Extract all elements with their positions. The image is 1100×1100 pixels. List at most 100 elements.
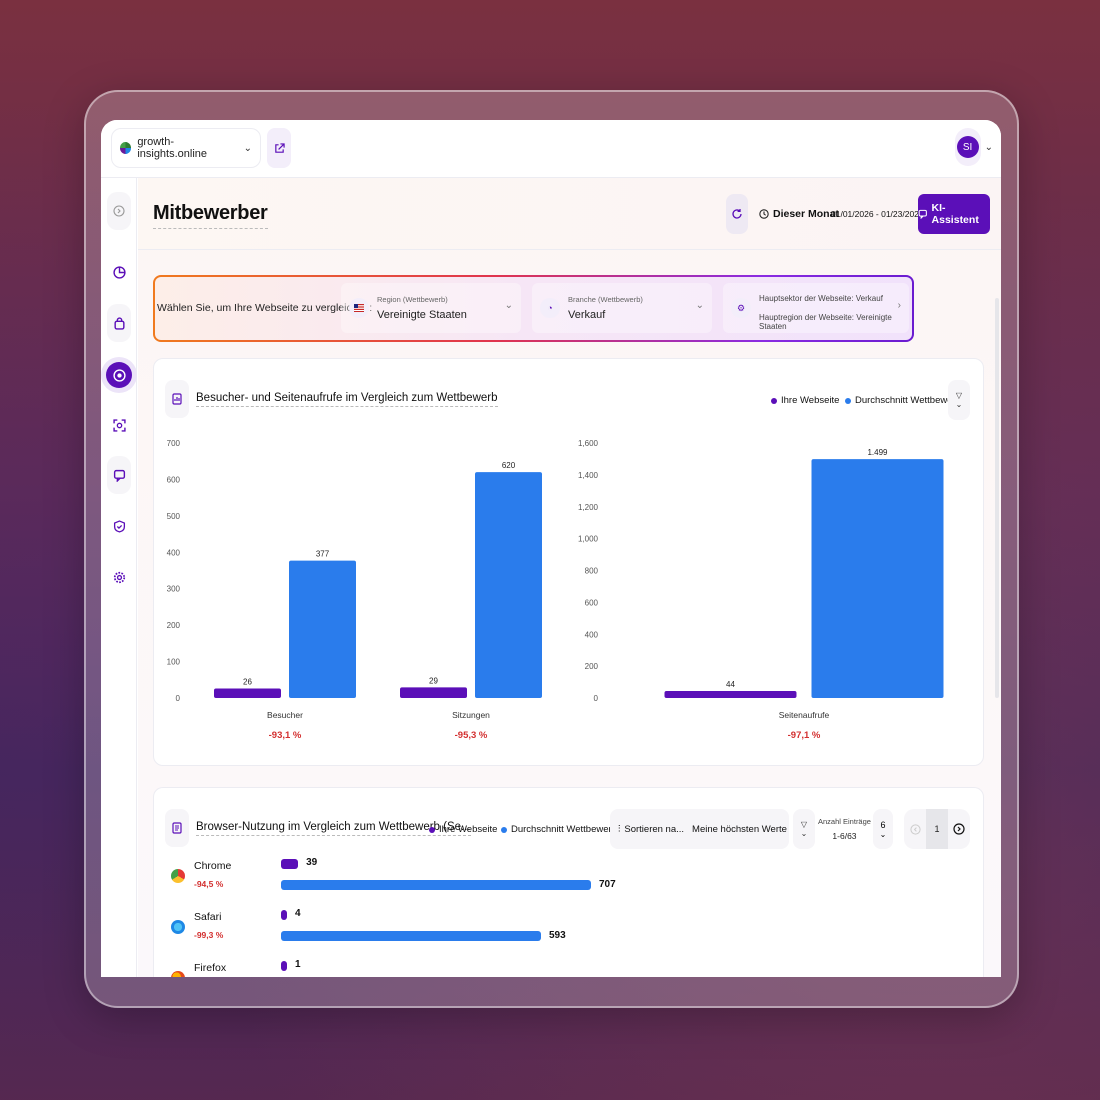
sidebar <box>101 178 137 977</box>
y-tick-label: 1,200 <box>578 503 599 512</box>
data-label-competitors: 1.499 <box>867 448 888 457</box>
difference-label: -97,1 % <box>788 730 821 741</box>
entries-per-page-select[interactable]: 6 ⌄ <box>873 809 893 849</box>
funnel-icon: ▽ <box>955 391 963 400</box>
y-tick-label: 400 <box>167 548 181 557</box>
y-tick-label: 1,000 <box>578 535 599 544</box>
bar-your-site <box>281 859 299 869</box>
bar-competitors <box>475 472 542 698</box>
y-tick-label: 500 <box>167 512 181 521</box>
sidebar-item-competitors[interactable] <box>106 362 132 388</box>
external-link-icon <box>274 142 285 153</box>
sidebar-item-overview[interactable] <box>107 253 131 291</box>
industry-dropdown[interactable]: ◔ Branche (Wettbewerb) Verkauf ⌄ <box>532 283 712 333</box>
refresh-icon <box>732 209 742 219</box>
legend-dot <box>501 826 507 833</box>
current-page[interactable]: 1 <box>926 809 948 849</box>
bar-value-competitors: 707 <box>599 879 616 890</box>
y-tick-label: 1,600 <box>578 439 599 448</box>
funnel-icon: ▽ <box>800 820 808 829</box>
legend-dot <box>429 826 435 833</box>
y-tick-label: 400 <box>585 630 599 639</box>
period-selector[interactable]: Dieser Monat <box>759 208 839 220</box>
sidebar-item-messages[interactable] <box>107 456 131 494</box>
chevron-down-icon: ⌄ <box>955 400 963 409</box>
bar-your-site <box>400 687 467 698</box>
avatar[interactable]: SI <box>954 128 981 166</box>
y-tick-label: 800 <box>585 567 599 576</box>
globe-icon <box>120 142 132 154</box>
y-tick-label: 200 <box>585 662 599 671</box>
browser-row-chrome: Chrome -94,5 % 39 707 <box>165 857 965 901</box>
bar-your-site <box>281 910 287 920</box>
user-menu[interactable]: SI ⌄ <box>954 128 993 166</box>
sidebar-collapse-button[interactable] <box>107 192 131 230</box>
bar-chart-pageviews: 0 200 400 600 800 1,000 1,200 1,400 1,600 44 1.499… <box>578 439 944 741</box>
page-title: Mitbewerber <box>153 202 268 229</box>
ai-assistant-label: KI-Assistent <box>931 202 979 226</box>
legend-your-site: Ihre Webseite <box>429 824 497 835</box>
legend-label: Ihre Webseite <box>781 395 840 406</box>
firefox-icon <box>171 971 185 977</box>
avatar-initials: SI <box>956 136 979 158</box>
x-category-label: Seitenaufrufe <box>779 710 830 720</box>
next-page-button[interactable] <box>948 809 970 849</box>
browser-row-firefox: Firefox 1 <box>165 959 965 977</box>
sort-dropdown[interactable]: ⫶ Sortieren na... Meine höchsten Werte z… <box>610 809 789 849</box>
shopping-bag-icon <box>113 316 125 330</box>
sidebar-item-scan[interactable] <box>107 406 131 444</box>
region-dropdown[interactable]: Region (Wettbewerb) Vereinigte Staaten ⌄ <box>341 283 521 333</box>
legend-label: Durchschnitt Wettbewerb <box>511 824 617 835</box>
refresh-button[interactable] <box>726 194 748 234</box>
chevron-down-icon: ⌄ <box>504 300 513 311</box>
browser-usage-card: Browser-Nutzung im Vergleich zum Wettbew… <box>153 787 984 977</box>
arrow-left-icon <box>909 823 921 835</box>
industry-sublabel: Branche (Wettbewerb) <box>568 295 643 304</box>
pie-chart-icon: ◔ <box>540 298 560 318</box>
region-sublabel: Region (Wettbewerb) <box>377 295 448 304</box>
card-title: Browser-Nutzung im Vergleich zum Wettbew… <box>196 821 471 836</box>
arrow-right-icon <box>953 823 965 835</box>
collapse-icon <box>113 205 125 217</box>
website-settings[interactable]: ⚙ Hauptsektor der Webseite: Verkauf Haup… <box>723 283 909 333</box>
pagination: 1 <box>904 809 970 849</box>
legend-label: Durchschnitt Wettbewerb <box>855 395 961 406</box>
chevron-down-icon: ⌄ <box>695 300 704 311</box>
bar-competitors <box>289 560 356 698</box>
bar-competitors <box>281 880 591 890</box>
x-category-label: Sitzungen <box>452 710 490 720</box>
data-label-your-site: 29 <box>429 676 438 685</box>
app-window: growth-insights.online ⌄ SI ⌄ <box>101 120 1001 977</box>
scan-icon <box>112 418 126 432</box>
legend-your-site: Ihre Webseite <box>771 395 839 406</box>
bar-competitors <box>281 931 541 941</box>
bar-value-your-site: 1 <box>295 959 301 970</box>
gear-icon <box>113 571 125 583</box>
site-name: growth-insights.online <box>137 136 208 160</box>
chat-icon <box>918 209 927 219</box>
entries-label: Anzahl Einträge <box>818 817 871 826</box>
sidebar-item-shop[interactable] <box>107 304 131 342</box>
bar-competitors <box>811 459 944 698</box>
external-link-button[interactable] <box>267 128 291 168</box>
scrollbar[interactable] <box>995 298 999 698</box>
sliders-icon: ⫶ <box>618 823 621 835</box>
clock-icon <box>759 209 769 219</box>
sidebar-item-settings[interactable] <box>107 558 131 596</box>
page-header: Mitbewerber Dieser Monat 01/01/2026 - 01… <box>138 178 1001 250</box>
chart-filter-button[interactable]: ▽ ⌄ <box>948 380 970 420</box>
prev-page-button[interactable] <box>904 809 926 849</box>
browser-name: Firefox <box>194 962 227 974</box>
industry-value: Verkauf <box>568 309 606 321</box>
pie-chart-icon <box>112 265 126 279</box>
sidebar-item-security[interactable] <box>107 507 131 545</box>
chart-filter-button[interactable]: ▽ ⌄ <box>793 809 815 849</box>
entries-count: 6 <box>880 819 886 830</box>
browser-name: Safari <box>194 911 222 923</box>
browser-name: Chrome <box>194 860 232 872</box>
site-selector[interactable]: growth-insights.online ⌄ <box>111 128 261 168</box>
sort-label: Sortieren na... <box>624 823 685 835</box>
entries-info: Anzahl Einträge 1-6/63 <box>818 815 871 843</box>
ai-assistant-button[interactable]: KI-Assistent <box>918 194 990 234</box>
legend-label: Ihre Webseite <box>439 824 498 835</box>
